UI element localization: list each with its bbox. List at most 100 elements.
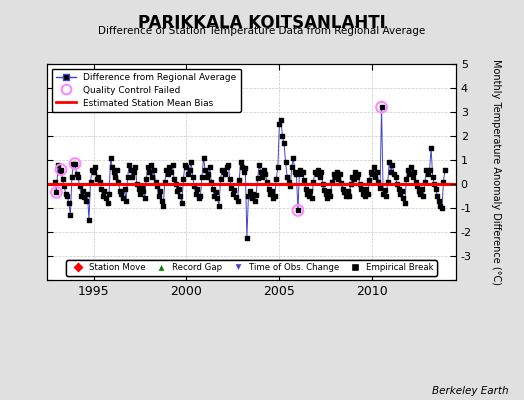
Point: [94, 174, 103, 180]
Point: [207, 178, 215, 185]
Point: [176, 193, 184, 199]
Point: [314, 166, 322, 173]
Point: [433, 193, 442, 199]
Point: [122, 198, 130, 204]
Point: [223, 164, 231, 170]
Point: [325, 188, 333, 194]
Point: [427, 145, 435, 151]
Point: [365, 177, 374, 184]
Point: [297, 171, 305, 178]
Point: [294, 207, 302, 214]
Point: [364, 190, 372, 197]
Point: [158, 198, 166, 204]
Point: [304, 193, 313, 199]
Point: [75, 183, 84, 190]
Point: [90, 169, 98, 175]
Point: [388, 162, 397, 168]
Point: [66, 212, 74, 218]
Point: [173, 188, 181, 194]
Point: [239, 169, 248, 175]
Point: [100, 188, 108, 194]
Point: [103, 200, 112, 206]
Point: [88, 166, 96, 173]
Point: [232, 194, 240, 200]
Point: [286, 183, 294, 190]
Point: [270, 193, 279, 199]
Point: [111, 174, 119, 180]
Point: [102, 195, 110, 202]
Point: [95, 178, 104, 185]
Point: [320, 187, 329, 193]
Point: [281, 159, 290, 166]
Point: [224, 162, 233, 168]
Point: [64, 200, 73, 206]
Point: [280, 140, 288, 146]
Point: [51, 178, 59, 185]
Point: [57, 166, 66, 173]
Point: [432, 186, 440, 192]
Point: [309, 178, 318, 185]
Point: [331, 174, 340, 180]
Point: [159, 202, 168, 209]
Point: [170, 176, 178, 182]
Point: [153, 183, 161, 190]
Point: [319, 181, 327, 187]
Point: [335, 171, 344, 178]
Point: [71, 160, 79, 167]
Point: [129, 169, 138, 175]
Point: [181, 162, 189, 168]
Point: [301, 186, 310, 192]
Point: [230, 187, 238, 193]
Point: [174, 186, 183, 192]
Point: [229, 190, 237, 197]
Point: [116, 188, 124, 194]
Point: [261, 171, 270, 178]
Point: [213, 195, 222, 202]
Point: [387, 169, 395, 175]
Point: [410, 169, 418, 175]
Point: [374, 178, 383, 185]
Point: [83, 190, 92, 197]
Point: [376, 184, 384, 191]
Point: [337, 180, 345, 186]
Point: [326, 193, 335, 199]
Point: [59, 176, 67, 182]
Point: [68, 174, 76, 180]
Point: [226, 176, 234, 182]
Point: [71, 160, 79, 167]
Point: [79, 188, 87, 194]
Point: [306, 188, 314, 194]
Point: [221, 171, 230, 178]
Point: [391, 174, 400, 180]
Point: [85, 217, 93, 223]
Point: [162, 166, 171, 173]
Point: [300, 177, 308, 184]
Point: [105, 190, 113, 197]
Point: [236, 159, 245, 166]
Point: [403, 166, 412, 173]
Point: [332, 169, 341, 175]
Point: [425, 166, 434, 173]
Point: [247, 195, 256, 202]
Point: [124, 174, 132, 180]
Point: [402, 176, 410, 182]
Point: [212, 189, 220, 196]
Point: [340, 189, 348, 196]
Point: [52, 189, 61, 196]
Point: [131, 164, 139, 170]
Point: [156, 188, 165, 194]
Point: [377, 104, 386, 110]
Point: [204, 171, 212, 178]
Point: [163, 171, 172, 178]
Point: [407, 164, 415, 170]
Point: [238, 164, 246, 170]
Point: [396, 190, 405, 197]
Point: [353, 174, 361, 180]
Point: [185, 166, 194, 173]
Point: [377, 104, 386, 110]
Point: [350, 176, 358, 182]
Point: [322, 190, 330, 197]
Point: [384, 178, 392, 185]
Point: [202, 174, 211, 180]
Point: [74, 174, 82, 180]
